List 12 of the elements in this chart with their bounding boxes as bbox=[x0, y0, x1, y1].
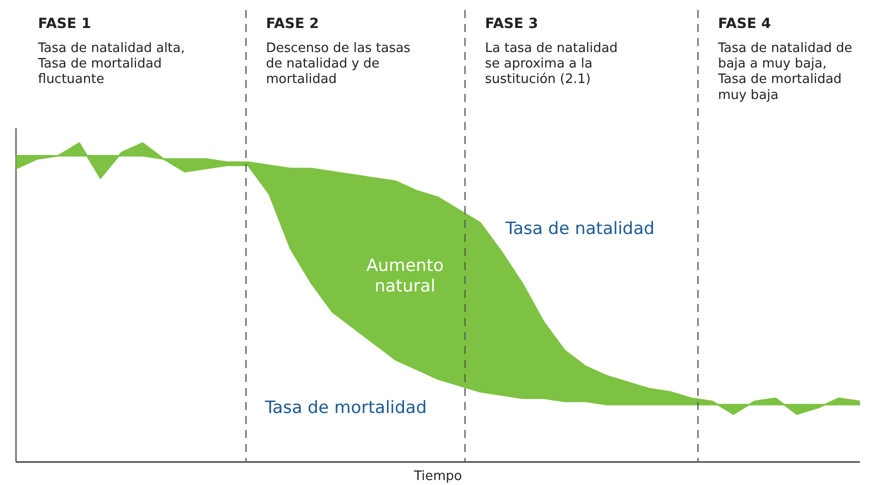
text: Tasa de natalidad alta, Tasa de mortalidad fluctuante bbox=[37, 41, 185, 88]
x-axis-title: Tiempo bbox=[412, 469, 462, 484]
text: Descenso de las tasas de natalidad y de mortalidad bbox=[266, 41, 411, 88]
text: FASE 4 bbox=[718, 16, 772, 32]
series-label: Tasa de natalidad bbox=[504, 219, 655, 239]
series-label: Tasa de mortalidad bbox=[264, 398, 427, 418]
text: FASE 1 bbox=[38, 16, 92, 32]
annotation: Aumento natural bbox=[366, 256, 444, 296]
text: Tasa de natalidad de baja a muy baja, Tasa de mortalidad muy baja bbox=[716, 41, 852, 103]
text: La tasa de natalidad se aproxima a la sustitución (2.1) bbox=[485, 41, 618, 88]
text: FASE 3 bbox=[485, 16, 538, 32]
text: FASE 2 bbox=[266, 16, 320, 32]
